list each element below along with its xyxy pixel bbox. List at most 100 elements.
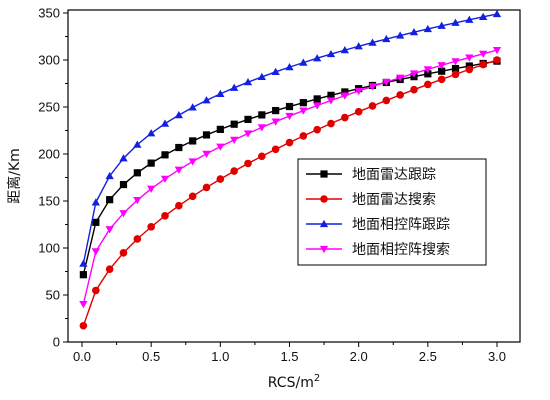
x-axis-title-superscript: 2 bbox=[314, 373, 320, 384]
legend-label: 地面雷达跟踪 bbox=[352, 167, 436, 183]
data-point bbox=[119, 210, 128, 218]
data-point bbox=[313, 102, 322, 110]
data-point bbox=[119, 154, 128, 162]
data-point bbox=[202, 183, 211, 192]
series-3 bbox=[79, 9, 502, 267]
x-tick-label: 3.0 bbox=[488, 349, 506, 364]
series-layer bbox=[79, 9, 502, 330]
data-point bbox=[492, 9, 502, 18]
data-point bbox=[230, 167, 238, 175]
data-point bbox=[382, 34, 391, 43]
data-point bbox=[437, 21, 446, 29]
x-tick-label: 0.0 bbox=[73, 349, 91, 364]
data-point bbox=[396, 74, 405, 82]
data-point bbox=[451, 64, 460, 73]
data-point bbox=[147, 159, 155, 167]
data-point bbox=[327, 119, 335, 128]
y-tick-label: 300 bbox=[38, 53, 60, 68]
data-point bbox=[258, 152, 266, 161]
data-point bbox=[160, 119, 170, 127]
data-point bbox=[202, 150, 211, 158]
x-tick-label: 0.5 bbox=[142, 349, 160, 364]
y-tick-label: 100 bbox=[38, 241, 60, 256]
y-tick-label: 250 bbox=[38, 100, 60, 115]
data-point bbox=[382, 78, 391, 87]
x-axis-title-text: RCS/m bbox=[268, 375, 314, 391]
data-point bbox=[147, 129, 156, 137]
data-point bbox=[451, 70, 460, 79]
data-point bbox=[341, 113, 349, 122]
data-point bbox=[230, 120, 238, 128]
data-point bbox=[438, 67, 446, 75]
data-point bbox=[479, 12, 488, 20]
data-point bbox=[354, 42, 363, 50]
data-point bbox=[161, 151, 169, 159]
data-point bbox=[216, 89, 225, 97]
legend-label: 地面相控阵搜索 bbox=[352, 241, 450, 258]
data-point bbox=[285, 102, 294, 111]
data-point bbox=[493, 56, 501, 64]
data-point bbox=[368, 102, 377, 110]
data-point bbox=[244, 159, 252, 168]
data-point bbox=[326, 49, 336, 58]
data-point bbox=[410, 85, 418, 94]
data-point bbox=[119, 248, 128, 257]
data-point bbox=[451, 58, 460, 66]
data-point bbox=[354, 87, 363, 96]
data-point bbox=[340, 92, 349, 100]
y-axis: 0 50 100 150 200 250 300 350 bbox=[38, 6, 68, 350]
data-point bbox=[188, 192, 197, 201]
series-2 bbox=[79, 56, 501, 330]
data-point bbox=[396, 31, 405, 39]
data-point bbox=[257, 72, 266, 81]
legend-item: 地面雷达跟踪 bbox=[306, 167, 436, 183]
legend-item: 地面雷达搜索 bbox=[306, 191, 436, 208]
data-point bbox=[285, 63, 294, 71]
series-4 bbox=[79, 47, 502, 309]
data-point bbox=[465, 65, 474, 74]
data-point bbox=[271, 67, 280, 75]
data-point bbox=[271, 118, 280, 126]
data-point bbox=[243, 78, 253, 86]
y-tick-label: 150 bbox=[38, 194, 60, 209]
y-tick-label: 50 bbox=[46, 288, 60, 303]
data-point bbox=[285, 112, 294, 121]
data-point bbox=[174, 110, 183, 119]
data-point bbox=[202, 131, 211, 139]
data-point bbox=[465, 15, 474, 23]
data-point bbox=[133, 235, 142, 243]
x-tick-label: 2.0 bbox=[350, 349, 368, 364]
data-point bbox=[299, 107, 308, 115]
legend-box bbox=[297, 158, 487, 266]
data-point bbox=[160, 175, 170, 183]
x-tick-label: 1.0 bbox=[211, 349, 229, 364]
data-point bbox=[79, 259, 88, 267]
data-point bbox=[409, 70, 419, 78]
data-point bbox=[216, 125, 224, 133]
data-point bbox=[188, 158, 197, 166]
data-point bbox=[189, 137, 197, 145]
data-point bbox=[244, 115, 252, 124]
data-point bbox=[105, 265, 114, 273]
data-point bbox=[368, 38, 377, 46]
data-point bbox=[271, 145, 280, 154]
data-point bbox=[313, 125, 321, 134]
data-point bbox=[79, 271, 87, 279]
data-point bbox=[272, 106, 280, 115]
y-tick-label: 0 bbox=[53, 335, 60, 350]
data-point bbox=[437, 75, 446, 84]
legend-item: 地面相控阵跟踪 bbox=[306, 217, 450, 233]
data-point bbox=[396, 91, 404, 99]
data-point bbox=[175, 143, 183, 152]
data-point bbox=[424, 80, 432, 89]
data-point bbox=[216, 143, 225, 151]
data-point bbox=[91, 248, 100, 256]
data-point bbox=[258, 111, 266, 119]
data-point bbox=[147, 185, 156, 193]
data-point bbox=[119, 180, 128, 189]
data-point bbox=[91, 198, 100, 206]
data-point bbox=[409, 28, 419, 36]
data-point bbox=[161, 212, 169, 220]
data-point bbox=[133, 140, 142, 148]
